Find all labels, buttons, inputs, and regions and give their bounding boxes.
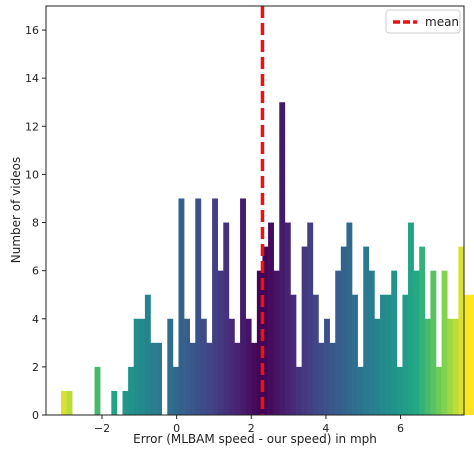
histogram-bar bbox=[133, 318, 140, 415]
x-axis-label: Error (MLBAM speed - our speed) in mph bbox=[133, 432, 377, 446]
histogram-bar bbox=[424, 318, 431, 415]
x-axis-ticks: −2 0 2 4 6 bbox=[94, 415, 404, 435]
y-tick-label: 2 bbox=[32, 361, 39, 374]
histogram-bar bbox=[279, 102, 286, 415]
histogram-bar bbox=[223, 222, 230, 415]
histogram-bar bbox=[368, 270, 375, 415]
legend-entry-mean: mean bbox=[425, 15, 459, 29]
histogram-bar bbox=[212, 198, 218, 415]
histogram-bar bbox=[217, 270, 224, 415]
histogram-bar bbox=[122, 390, 129, 415]
histogram-bar bbox=[458, 246, 465, 415]
histogram-bar bbox=[189, 342, 196, 415]
histogram-bar bbox=[245, 318, 252, 415]
histogram-bar bbox=[357, 366, 364, 415]
histogram-bar bbox=[413, 270, 420, 415]
histogram-bar bbox=[391, 270, 398, 415]
histogram-bar bbox=[156, 342, 162, 415]
histogram-bar bbox=[234, 342, 241, 415]
histogram-bar bbox=[256, 270, 263, 415]
histogram-bar bbox=[268, 222, 274, 415]
histogram-bar bbox=[441, 270, 448, 415]
x-tick-label: 4 bbox=[322, 422, 329, 435]
histogram-bar bbox=[324, 318, 330, 415]
histogram-bar bbox=[374, 318, 381, 415]
histogram-bar bbox=[228, 318, 235, 415]
histogram-bar bbox=[139, 318, 146, 415]
histogram-bar bbox=[128, 366, 135, 415]
histogram-bar bbox=[206, 342, 213, 415]
histogram-bar bbox=[346, 222, 353, 415]
x-tick-label: −2 bbox=[94, 422, 110, 435]
histogram-bar bbox=[312, 294, 319, 415]
histogram-bar bbox=[408, 222, 414, 415]
histogram-bar bbox=[172, 366, 179, 415]
y-tick-label: 14 bbox=[25, 72, 39, 85]
histogram-bar bbox=[430, 270, 437, 415]
y-axis-label: Number of videos bbox=[9, 157, 23, 263]
histogram-bar bbox=[380, 294, 386, 415]
histogram-bar bbox=[144, 294, 151, 415]
legend: mean bbox=[385, 9, 461, 34]
histogram-bar bbox=[396, 366, 403, 415]
y-tick-label: 16 bbox=[25, 24, 39, 37]
histogram-bar bbox=[111, 390, 118, 415]
histogram-bar bbox=[301, 246, 308, 415]
histogram-bar bbox=[66, 390, 73, 415]
histogram-bar bbox=[318, 342, 325, 415]
histogram-bar bbox=[419, 246, 426, 415]
x-tick-label: 2 bbox=[248, 422, 255, 435]
histogram-bar bbox=[284, 222, 291, 415]
legend-box bbox=[385, 9, 461, 34]
histogram-bar bbox=[178, 198, 185, 415]
histogram-bar bbox=[296, 366, 302, 415]
histogram-bar bbox=[329, 342, 336, 415]
histogram-bar bbox=[363, 246, 370, 415]
histogram-bar bbox=[307, 222, 314, 415]
y-tick-label: 8 bbox=[32, 217, 39, 230]
histogram-bar bbox=[60, 390, 67, 415]
histogram-bar bbox=[290, 294, 297, 415]
histogram-bar bbox=[240, 198, 246, 415]
histogram-bar bbox=[195, 198, 202, 415]
histogram-bar bbox=[251, 342, 258, 415]
plot-frame bbox=[45, 5, 465, 416]
x-tick-label: 0 bbox=[173, 422, 180, 435]
histogram-bar bbox=[335, 270, 342, 415]
histogram-bar bbox=[273, 270, 280, 415]
y-tick-label: 6 bbox=[32, 265, 39, 278]
histogram-bar bbox=[385, 294, 392, 415]
histogram-bar bbox=[340, 246, 347, 415]
y-tick-label: 10 bbox=[25, 168, 39, 181]
y-tick-label: 4 bbox=[32, 313, 39, 326]
histogram-bar bbox=[436, 366, 442, 415]
histogram-bar bbox=[200, 318, 207, 415]
histogram-bar bbox=[452, 318, 459, 415]
y-tick-label: 12 bbox=[25, 120, 39, 133]
histogram-bar bbox=[262, 246, 269, 415]
histogram-bar bbox=[352, 294, 358, 415]
y-tick-label: 0 bbox=[32, 409, 39, 422]
histogram-bar bbox=[447, 318, 454, 415]
histogram-bar bbox=[150, 342, 157, 415]
x-tick-label: 6 bbox=[397, 422, 404, 435]
y-axis-ticks: 0 2 4 6 8 10 12 14 16 bbox=[25, 24, 46, 422]
histogram-bar bbox=[469, 294, 474, 415]
histogram-bar bbox=[464, 294, 470, 415]
histogram-bar bbox=[184, 318, 190, 415]
histogram-bars bbox=[60, 102, 474, 415]
histogram-bar bbox=[402, 294, 409, 415]
histogram-bar bbox=[167, 318, 174, 415]
histogram-bar bbox=[94, 366, 101, 415]
